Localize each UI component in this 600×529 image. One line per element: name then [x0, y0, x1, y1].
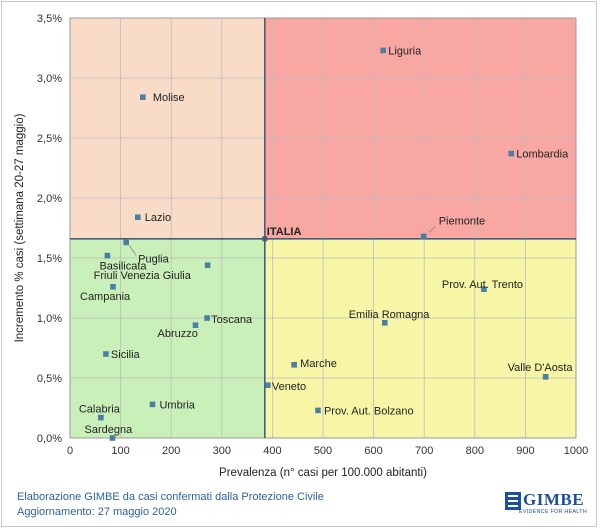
x-tick-label: 200	[162, 445, 180, 457]
point-puglia	[123, 239, 129, 246]
point-lombardia	[508, 150, 515, 157]
logo-tagline: EVIDENCE FOR HEALTH	[519, 509, 587, 515]
y-axis-ticks: 0,0% 0,5% 1,0% 1,5% 2,0% 2,5% 3,0% 3,5%	[37, 13, 62, 445]
leader-lines	[128, 226, 436, 256]
label-lombardia: Lombardia	[516, 149, 569, 161]
label-umbria: Umbria	[159, 399, 195, 411]
label-toscana: Toscana	[211, 314, 253, 326]
point-basilicata	[104, 252, 111, 259]
point-molise	[140, 94, 146, 100]
y-tick-label: 2,0%	[37, 193, 62, 205]
point-italia	[262, 236, 268, 242]
label-prov-aut-bolzano: Prov. Aut. Bolzano	[324, 405, 414, 417]
y-tick-label: 0,0%	[37, 433, 62, 445]
point-piemonte	[420, 233, 427, 240]
x-tick-label: 300	[213, 445, 231, 457]
point-prov-aut-bolzano	[315, 407, 321, 414]
y-axis-title: Incremento % casi (settimana 20-27 maggi…	[14, 113, 26, 342]
x-tick-label: 0	[67, 445, 73, 457]
x-tick-label: 100	[111, 445, 129, 457]
leader-piemonte	[428, 226, 436, 233]
label-friuli-venezia-giulia: Friuli Venezia Giulia	[94, 270, 192, 282]
label-emilia-romagna: Emilia Romagna	[349, 309, 431, 321]
point-emilia-romagna	[381, 320, 388, 326]
quadrant-bottom-right	[264, 238, 576, 438]
x-tick-label: 800	[466, 445, 484, 457]
point-toscana	[204, 315, 210, 321]
point-liguria	[380, 47, 387, 54]
label-prov-aut-trento: Prov. Aut. Trento	[442, 279, 523, 291]
quadrant-backgrounds	[70, 18, 576, 438]
scatter-chart: Liguria Molise Lombardia Lazio Piemonte Pugli…	[14, 13, 588, 479]
label-campania: Campania	[80, 291, 131, 303]
x-axis-title: Prevalenza (n° casi per 100.000 abitanti…	[219, 467, 427, 479]
label-piemonte: Piemonte	[439, 215, 485, 227]
y-tick-label: 2,5%	[37, 133, 62, 145]
x-tick-label: 600	[364, 445, 382, 457]
x-axis-ticks: 0 100 200 300 400 500 600 700 800 900 1000	[67, 445, 588, 457]
label-veneto: Veneto	[272, 381, 306, 393]
gimbe-logo-icon	[505, 492, 521, 510]
x-tick-label: 900	[516, 445, 534, 457]
label-basilicata: Basilicata	[99, 261, 147, 273]
label-liguria: Liguria	[388, 45, 422, 57]
point-marche	[291, 362, 297, 368]
label-calabria: Calabria	[79, 404, 121, 416]
update-date: Aggiornamento: 27 maggio 2020	[17, 506, 177, 518]
point-lazio	[135, 214, 141, 220]
point-prov-aut-trento	[481, 286, 487, 292]
label-puglia: Puglia	[138, 253, 169, 265]
x-tick-label: 400	[263, 445, 281, 457]
quadrant-top-right	[264, 18, 576, 239]
label-marche: Marche	[300, 358, 337, 370]
data-points	[98, 47, 549, 441]
plot-area-border	[69, 17, 577, 439]
logo-name: GIMBE	[523, 490, 585, 509]
y-tick-label: 1,0%	[37, 313, 62, 325]
italia-reference-lines	[70, 18, 576, 438]
x-tick-label: 500	[314, 445, 332, 457]
label-valle-d-aosta: Valle D'Aosta	[508, 362, 574, 374]
label-italia: ITALIA	[267, 226, 302, 238]
label-sicilia: Sicilia	[111, 349, 141, 361]
label-abruzzo: Abruzzo	[157, 328, 197, 340]
point-abruzzo	[192, 322, 199, 328]
label-sardegna: Sardegna	[85, 424, 134, 436]
gridlines	[70, 18, 576, 438]
y-tick-label: 3,0%	[37, 73, 62, 85]
point-campania	[110, 284, 116, 290]
point-sardegna	[109, 435, 116, 441]
quadrant-bottom-left	[70, 238, 265, 438]
leader-puglia	[128, 245, 137, 256]
x-tick-label: 1000	[564, 445, 588, 457]
plot-border	[69, 17, 577, 439]
point-calabria	[98, 414, 104, 421]
y-tick-label: 1,5%	[37, 253, 62, 265]
label-lazio: Lazio	[145, 212, 171, 224]
point-valle-d-aosta	[542, 374, 549, 380]
point-veneto	[265, 382, 271, 388]
y-tick-label: 3,5%	[37, 13, 62, 25]
label-molise: Molise	[153, 92, 185, 104]
source-note: Elaborazione GIMBE da casi confermati da…	[17, 491, 324, 503]
y-tick-label: 0,5%	[37, 373, 62, 385]
data-labels: Liguria Molise Lombardia Lazio Piemonte Pugli…	[79, 45, 574, 436]
gimbe-logo: GIMBE EVIDENCE FOR HEALTH	[505, 490, 587, 520]
point-friuli-venezia-giulia	[204, 262, 211, 268]
point-sicilia	[103, 351, 109, 357]
point-umbria	[149, 401, 156, 408]
x-tick-label: 700	[415, 445, 433, 457]
quadrant-top-left	[70, 18, 265, 239]
